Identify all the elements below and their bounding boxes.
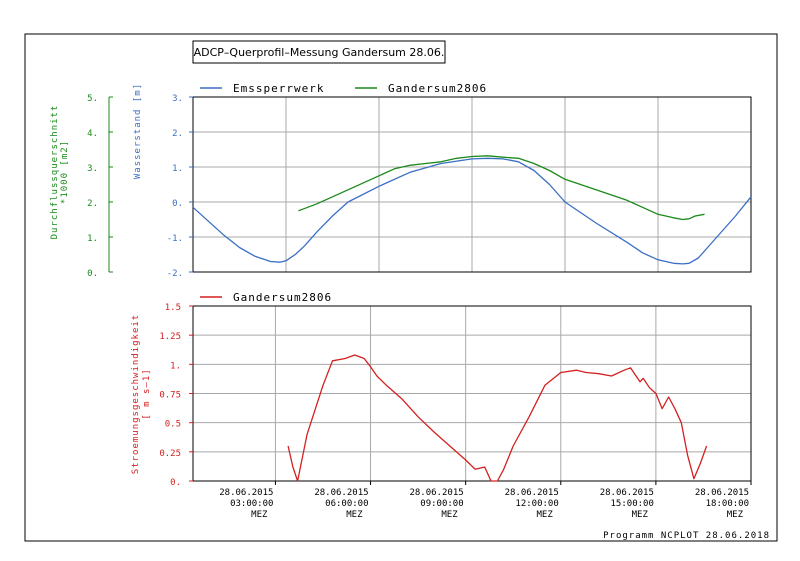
- y2-tick-label: 1.: [87, 234, 98, 244]
- chart-title: ADCP–Querprofil–Messung Gandersum 28.06.: [194, 46, 445, 59]
- x-tick-time: 18:00:00: [706, 499, 749, 509]
- bottom-panel-series: [287, 354, 708, 482]
- y2-tick-label: 0.: [87, 269, 98, 279]
- x-tick-time: 15:00:00: [611, 499, 654, 509]
- top-y-tick-label: -2.: [167, 269, 183, 279]
- y2-axis-label-line2: *1000 [m2]: [60, 140, 70, 204]
- top-y-tick-label: -1.: [167, 234, 183, 244]
- top-y-tick-label: 1.: [172, 164, 183, 174]
- x-tick-date: 28.06.2015: [219, 488, 273, 498]
- title-box: [192, 40, 446, 64]
- bottom-y-axis-label-line1: Stroemungsgeschwindigkeit: [131, 314, 141, 474]
- bottom-panel-grid: [193, 306, 751, 481]
- legend-label-gandersum-bottom: Gandersum2806: [233, 291, 332, 304]
- x-tick-date: 28.06.2015: [505, 488, 559, 498]
- x-tick-zone: MEZ: [346, 510, 363, 520]
- x-tick-zone: MEZ: [537, 510, 554, 520]
- x-tick-date: 28.06.2015: [600, 488, 654, 498]
- page-frame: [24, 33, 778, 542]
- top-y-tick-label: 0.: [172, 199, 183, 209]
- bottom-y-tick-label: 0.: [170, 478, 181, 488]
- y2-axis-label-line1: Durchflussquerschnitt: [50, 105, 60, 240]
- footer-program-label: Programm NCPLOT 28.06.2018: [603, 531, 770, 541]
- x-tick-zone: MEZ: [632, 510, 649, 520]
- top-y-tick-label: 3.: [172, 94, 183, 104]
- y2-tick-label: 3.: [87, 164, 98, 174]
- top-panel-y2-ticks: 0. 1. 2. 3. 4. 5.: [87, 94, 113, 279]
- bottom-y-tick-label: 1.: [170, 361, 181, 371]
- bottom-panel-y-ticks: 0. 0.25 0.5 0.75 1. 1.25 1.5: [159, 303, 193, 488]
- x-tick-date: 28.06.2015: [695, 488, 749, 498]
- top-panel-frame: [192, 96, 752, 273]
- x-tick-zone: MEZ: [441, 510, 458, 520]
- bottom-y-axis-label-line2: [ m s–1]: [142, 368, 152, 419]
- x-tick-time: 09:00:00: [420, 499, 463, 509]
- x-tick-time: 12:00:00: [515, 499, 558, 509]
- bottom-y-tick-label: 1.25: [159, 332, 181, 342]
- x-tick-zone: MEZ: [727, 510, 744, 520]
- y2-tick-label: 5.: [87, 94, 98, 104]
- y2-tick-label: 4.: [87, 129, 98, 139]
- bottom-y-tick-label: 0.5: [165, 420, 181, 430]
- top-panel-series: [192, 155, 752, 265]
- bottom-y-tick-label: 0.25: [159, 449, 181, 459]
- top-y-tick-label: 2.: [172, 129, 183, 139]
- x-tick-date: 28.06.2015: [409, 488, 463, 498]
- x-tick-labels: 28.06.201503:00:00MEZ28.06.201506:00:00M…: [219, 481, 752, 520]
- bottom-y-tick-label: 1.5: [165, 303, 181, 313]
- x-tick-date: 28.06.2015: [314, 488, 368, 498]
- legend-label-emssperrwerk: Emssperrwerk: [233, 82, 324, 95]
- top-y-axis-label: Wasserstand [m]: [133, 83, 143, 179]
- legend-label-gandersum-top: Gandersum2806: [388, 82, 487, 95]
- series-line-gandersum-wasserstand: [298, 155, 705, 221]
- top-panel-grid: [193, 97, 751, 272]
- series-line-gandersum-stroemung: [287, 354, 708, 482]
- x-tick-zone: MEZ: [251, 510, 268, 520]
- x-tick-time: 06:00:00: [325, 499, 368, 509]
- series-line-emssperrwerk: [192, 157, 752, 265]
- x-tick-time: 03:00:00: [230, 499, 273, 509]
- top-panel-y-ticks: -2. -1. 0. 1. 2. 3.: [167, 94, 193, 279]
- bottom-y-tick-label: 0.75: [159, 391, 181, 401]
- y2-tick-label: 2.: [87, 199, 98, 209]
